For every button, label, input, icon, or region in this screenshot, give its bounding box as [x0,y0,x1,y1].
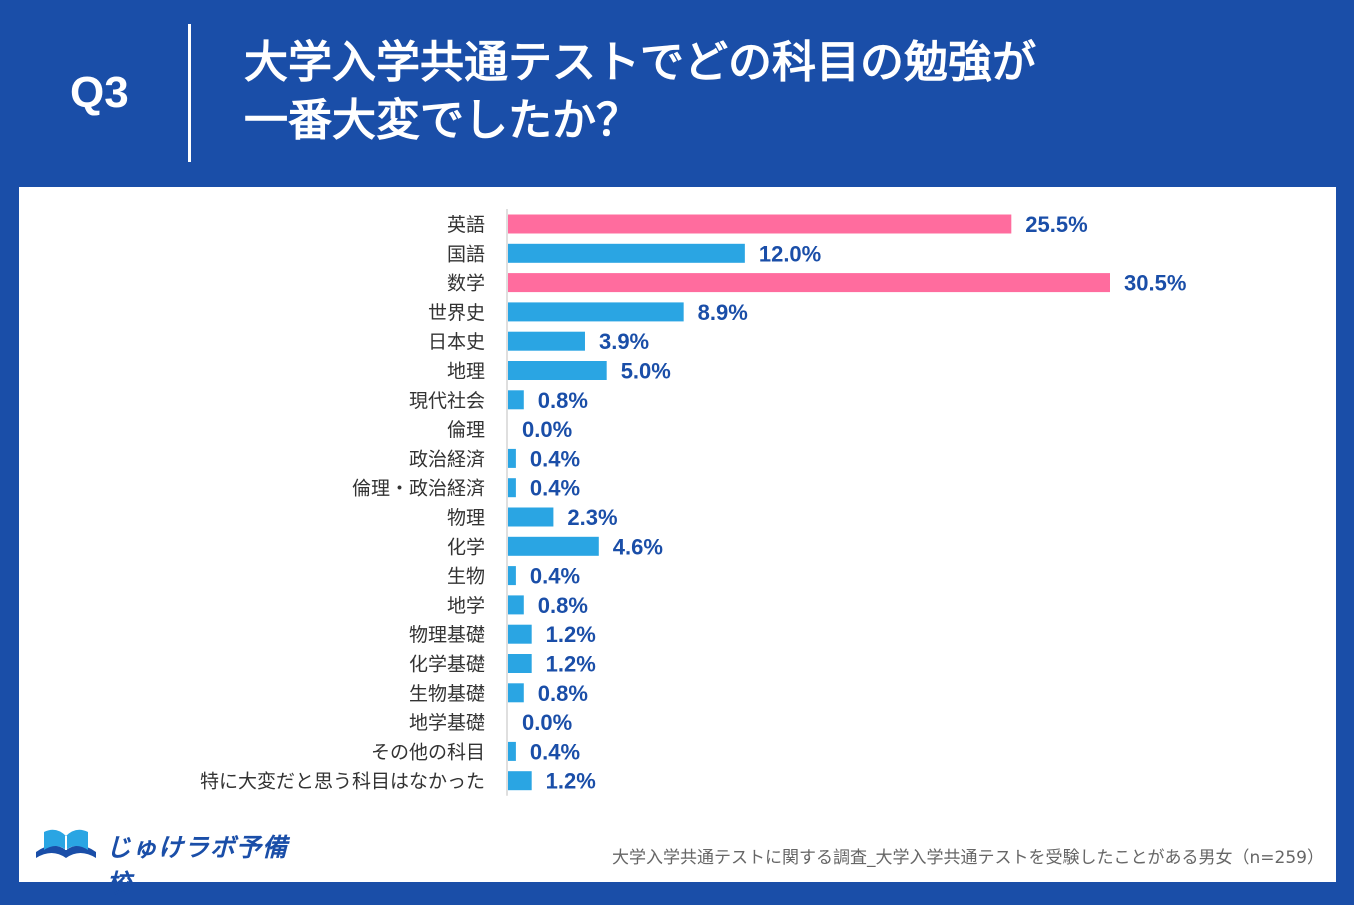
page-title: 大学入学共通テストでどの科目の勉強が 一番大変でしたか？ [244,34,1304,150]
bar [508,214,1012,234]
category-label: 地理 [447,361,485,383]
bar [508,361,607,380]
bar [508,683,524,703]
category-label: 化学基礎 [409,654,485,676]
category-label: 倫理 [447,419,485,441]
bar [508,566,516,586]
question-number: Q3 [70,68,129,117]
category-label: 地学基礎 [409,712,485,734]
book-logo-icon [36,829,96,858]
bar [508,595,524,615]
category-label: 数学 [447,273,485,295]
category-label: 物理 [447,507,485,529]
bar [508,243,745,263]
category-label: 現代社会 [409,390,485,412]
bar [508,273,1110,293]
bar [508,741,516,761]
value-label: 30.5% [1124,271,1186,296]
bar [508,390,524,410]
bar [508,654,532,673]
header: Q3 大学入学共通テストでどの科目の勉強が 一番大変でしたか？ [0,0,1354,187]
value-label: 0.4% [530,739,580,764]
value-label: 0.8% [538,388,588,413]
category-label: 生物 [447,566,485,588]
value-label: 1.2% [546,652,596,677]
source-note: 大学入学共通テストに関する調査_大学入学共通テストを受験したことがある男女（n=… [612,848,1324,868]
value-label: 1.2% [546,769,596,794]
bar [508,624,532,644]
value-label: 3.9% [599,329,649,354]
value-label: 25.5% [1025,212,1087,237]
category-label: 物理基礎 [409,624,485,646]
category-label: 国語 [447,243,485,265]
logo-text: じゅけラボ予備校 [106,833,289,898]
value-label: 5.0% [621,359,671,384]
bar [508,478,516,498]
bar [508,302,684,322]
value-label: 12.0% [759,241,821,266]
category-label: 特に大変だと思う科目はなかった [200,771,485,793]
bar [508,448,516,468]
value-label: 2.3% [567,505,617,530]
category-label: 生物基礎 [409,683,485,705]
bar [508,331,585,351]
title-line-2: 一番大変でしたか？ [244,95,640,146]
value-label: 0.4% [530,564,580,589]
value-label: 0.0% [522,710,572,735]
bar [508,536,599,556]
category-label: 日本史 [428,331,485,353]
value-label: 0.0% [522,417,572,442]
header-divider [188,24,191,162]
value-label: 0.8% [538,593,588,618]
category-label: 地学 [447,595,485,617]
category-label: その他の科目 [371,741,485,763]
value-label: 0.8% [538,681,588,706]
bar [508,507,554,527]
category-label: 世界史 [428,302,485,324]
value-label: 0.4% [530,476,580,501]
category-label: 政治経済 [409,448,485,470]
value-label: 0.4% [530,446,580,471]
category-label: 英語 [447,214,485,236]
value-label: 1.2% [546,622,596,647]
title-line-1: 大学入学共通テストでどの科目の勉強が [244,37,1036,88]
brand-logo: じゅけラボ予備校 [30,822,310,898]
category-label: 倫理・政治経済 [352,478,485,500]
category-label: 化学 [447,536,485,558]
value-label: 4.6% [613,534,663,559]
bar [508,771,532,791]
value-label: 8.9% [698,300,748,325]
